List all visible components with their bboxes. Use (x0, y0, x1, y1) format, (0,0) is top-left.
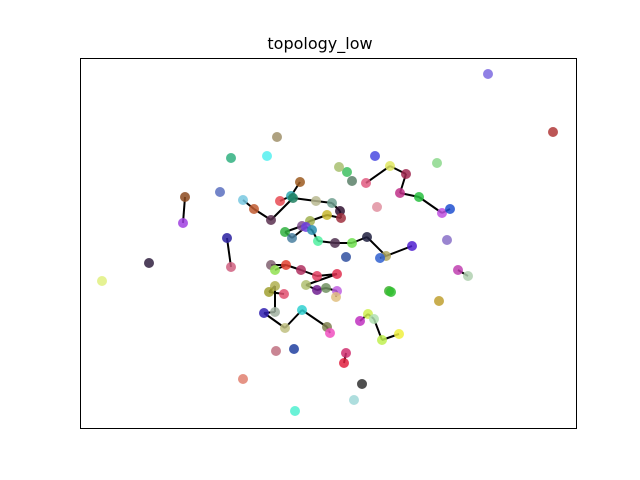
node-41 (347, 238, 357, 248)
node-56 (332, 269, 342, 279)
node-16 (401, 169, 411, 179)
chart-title: topology_low (267, 34, 373, 53)
node-74 (377, 335, 387, 345)
node-75 (394, 329, 404, 339)
node-44 (375, 253, 385, 263)
node-59 (321, 283, 331, 293)
node-15 (385, 161, 395, 171)
node-7 (483, 69, 493, 79)
node-13 (347, 176, 357, 186)
node-61 (331, 292, 341, 302)
node-5 (275, 196, 285, 206)
node-21 (180, 192, 190, 202)
node-22 (178, 218, 188, 228)
node-18 (414, 192, 424, 202)
node-85 (290, 406, 300, 416)
node-3 (295, 177, 305, 187)
node-48 (226, 262, 236, 272)
node-81 (339, 358, 349, 368)
node-65 (270, 307, 280, 317)
node-24 (238, 195, 248, 205)
node-54 (296, 265, 306, 275)
edge-56-57 (305, 273, 338, 286)
node-78 (271, 346, 281, 356)
node-36 (287, 233, 297, 243)
node-77 (434, 296, 444, 306)
node-66 (259, 308, 269, 318)
node-20 (445, 204, 455, 214)
node-55 (312, 271, 322, 281)
node-35 (280, 227, 290, 237)
node-39 (313, 236, 323, 246)
node-42 (362, 232, 372, 242)
node-6 (342, 167, 352, 177)
edge-26-27 (270, 197, 294, 221)
node-23 (215, 187, 225, 197)
node-86 (372, 202, 382, 212)
node-53 (281, 260, 291, 270)
node-90 (386, 287, 396, 297)
node-79 (289, 344, 299, 354)
edge-68-69 (301, 309, 328, 328)
node-80 (341, 348, 351, 358)
node-82 (238, 374, 248, 384)
node-1 (272, 132, 282, 142)
node-89 (341, 252, 351, 262)
node-50 (97, 276, 107, 286)
node-31 (336, 213, 346, 223)
node-28 (311, 196, 321, 206)
node-49 (144, 258, 154, 268)
node-26 (266, 215, 276, 225)
node-63 (264, 287, 274, 297)
node-73 (369, 314, 379, 324)
node-12 (334, 162, 344, 172)
node-46 (442, 235, 452, 245)
node-17 (395, 188, 405, 198)
node-68 (297, 305, 307, 315)
node-38 (307, 225, 317, 235)
node-19 (437, 208, 447, 218)
node-71 (355, 316, 365, 326)
node-47 (222, 233, 232, 243)
node-14 (361, 178, 371, 188)
node-25 (249, 204, 259, 214)
node-8 (548, 127, 558, 137)
node-29 (327, 198, 337, 208)
node-52 (270, 265, 280, 275)
node-70 (325, 328, 335, 338)
node-83 (357, 379, 367, 389)
node-58 (312, 285, 322, 295)
node-87 (453, 265, 463, 275)
node-64 (279, 289, 289, 299)
node-57 (301, 280, 311, 290)
node-88 (463, 271, 473, 281)
node-27 (288, 193, 298, 203)
node-layer (97, 69, 558, 416)
node-84 (349, 395, 359, 405)
node-32 (322, 210, 332, 220)
node-40 (330, 238, 340, 248)
node-10 (370, 151, 380, 161)
plot-frame (80, 58, 577, 429)
node-11 (432, 158, 442, 168)
node-9 (226, 153, 236, 163)
node-45 (407, 241, 417, 251)
node-67 (280, 323, 290, 333)
node-2 (262, 151, 272, 161)
